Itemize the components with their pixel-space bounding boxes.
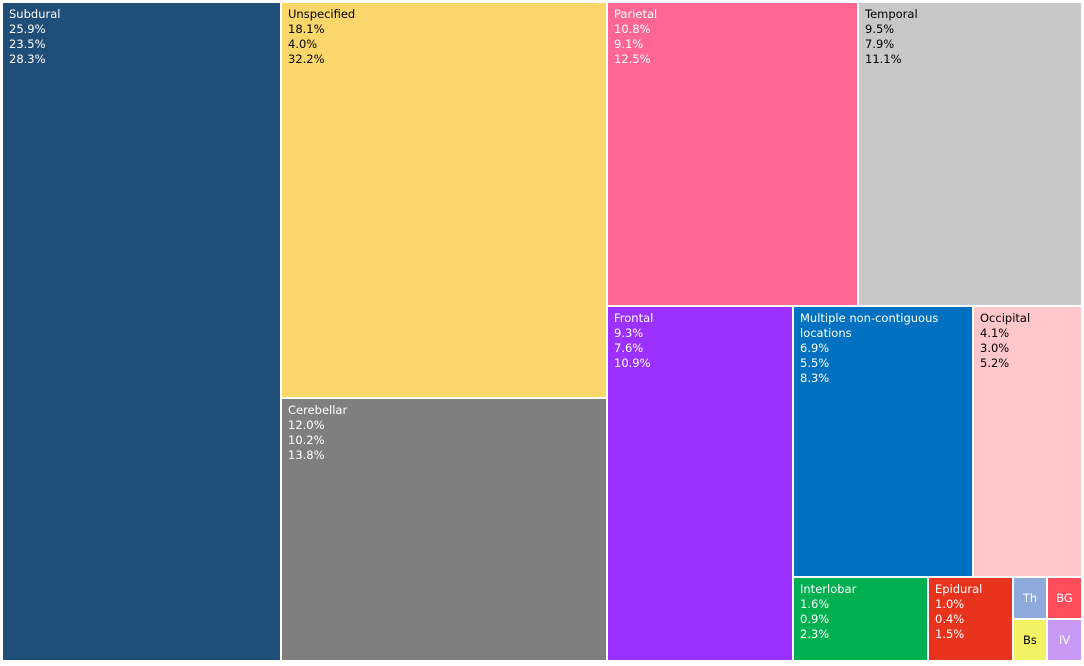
tile-value: 3.0% [980, 341, 1010, 355]
tile-label: Occipital [980, 311, 1031, 325]
tile-label: Unspecified [288, 7, 356, 21]
tile-value: 23.5% [9, 37, 46, 51]
treemap-tile-bg: BG [1048, 578, 1081, 618]
tile-label: Frontal [614, 311, 654, 325]
tile-value: 9.1% [614, 37, 644, 51]
tile-label: Th [1022, 590, 1038, 605]
tile-value: 1.6% [800, 597, 830, 611]
tile-label: BG [1056, 590, 1073, 605]
tile-value: 1.0% [935, 597, 965, 611]
treemap-tile-unspecified: Unspecified 18.1% 4.0% 32.2% [282, 3, 606, 397]
treemap-tile-multiple-non-contiguous-locations: Multiple non-contiguous locations 6.9% 5.5… [794, 307, 972, 576]
treemap-tile-occipital: Occipital 4.1% 3.0% 5.2% [974, 307, 1081, 576]
tile-value: 1.5% [935, 627, 965, 641]
tile-value: 2.3% [800, 627, 830, 641]
tile-label: Multiple non-contiguous locations [800, 311, 939, 340]
tile-value: 6.9% [800, 341, 830, 355]
tile-label: Interlobar [800, 582, 857, 596]
tile-value: 0.9% [800, 612, 830, 626]
tile-value: 5.2% [980, 356, 1010, 370]
tile-value: 10.2% [288, 433, 325, 447]
treemap-tile-subdural: Subdural 25.9% 23.5% 28.3% [3, 3, 280, 660]
tile-label: Bs [1023, 632, 1037, 647]
tile-label: Subdural [9, 7, 61, 21]
tile-value: 7.9% [865, 37, 895, 51]
tile-value: 18.1% [288, 22, 325, 36]
tile-value: 25.9% [9, 22, 46, 36]
treemap-tile-parietal: Parietal 10.8% 9.1% 12.5% [608, 3, 857, 305]
tile-value: 5.5% [800, 356, 830, 370]
treemap-tile-cerebellar: Cerebellar 12.0% 10.2% 13.8% [282, 399, 606, 660]
tile-value: 8.3% [800, 371, 830, 385]
tile-value: 10.8% [614, 22, 651, 36]
tile-label: Temporal [865, 7, 918, 21]
treemap-tile-iv: IV [1048, 620, 1081, 660]
tile-label: Parietal [614, 7, 658, 21]
tile-value: 28.3% [9, 52, 46, 66]
treemap-tile-bs: Bs [1014, 620, 1046, 660]
tile-value: 4.0% [288, 37, 318, 51]
tile-value: 10.9% [614, 356, 651, 370]
tile-value: 12.0% [288, 418, 325, 432]
tile-value: 32.2% [288, 52, 325, 66]
treemap-tile-interlobar: Interlobar 1.6% 0.9% 2.3% [794, 578, 927, 660]
tile-value: 13.8% [288, 448, 325, 462]
tile-value: 9.3% [614, 326, 644, 340]
tile-value: 9.5% [865, 22, 895, 36]
tile-value: 12.5% [614, 52, 651, 66]
tile-value: 7.6% [614, 341, 644, 355]
tile-value: 11.1% [865, 52, 902, 66]
tile-label: IV [1058, 632, 1071, 647]
tile-label: Cerebellar [288, 403, 348, 417]
treemap-tile-th: Th [1014, 578, 1046, 618]
treemap-tile-epidural: Epidural 1.0% 0.4% 1.5% [929, 578, 1012, 660]
tile-label: Epidural [935, 582, 983, 596]
treemap-tile-frontal: Frontal 9.3% 7.6% 10.9% [608, 307, 792, 660]
tile-value: 4.1% [980, 326, 1010, 340]
tile-value: 0.4% [935, 612, 965, 626]
treemap-tile-temporal: Temporal 9.5% 7.9% 11.1% [859, 3, 1081, 305]
